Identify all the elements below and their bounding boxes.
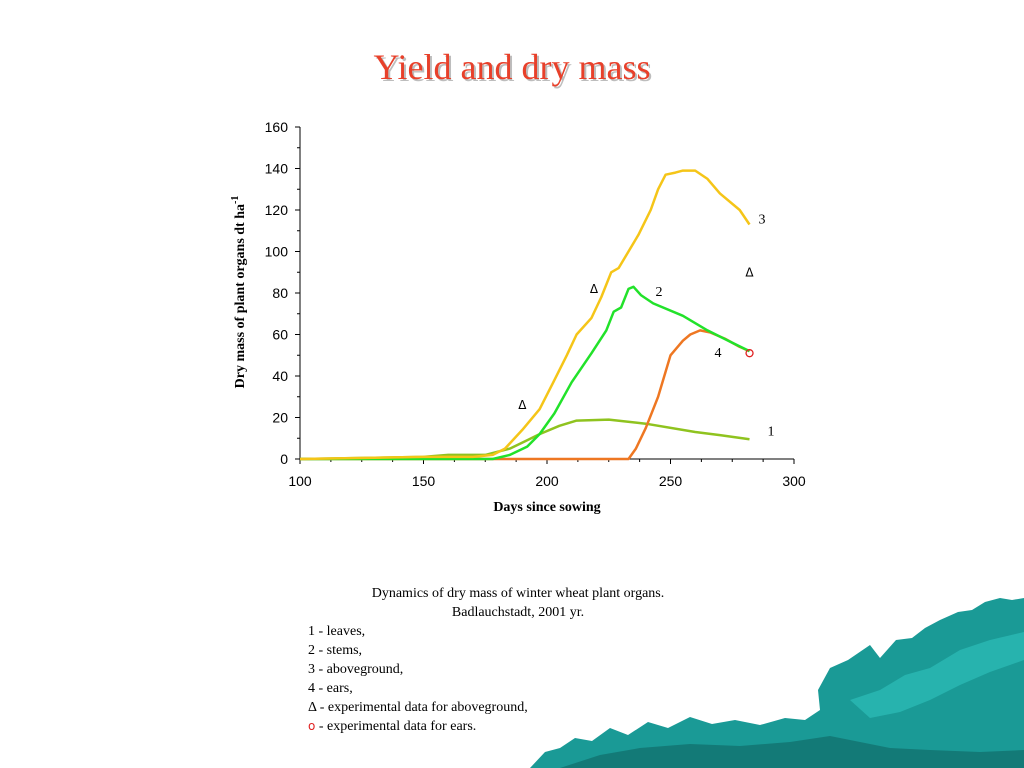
- chart-series-labels: 1 2 3 4: [656, 213, 775, 440]
- x-axis-title: Days since sowing: [493, 500, 600, 515]
- chart-caption: Dynamics of dry mass of winter wheat pla…: [308, 584, 728, 736]
- caption-item-experimental-aboveground: Δ - experimental data for aboveground,: [308, 698, 728, 717]
- series-label-1: 1: [768, 424, 775, 439]
- chart-series: [299, 169, 751, 461]
- caption-title-line-1: Dynamics of dry mass of winter wheat pla…: [371, 586, 665, 601]
- iceberg-shape: [530, 598, 1024, 768]
- triangle-marker-icon: Δ: [308, 700, 317, 715]
- slide-title: Yield and dry mass: [373, 47, 651, 87]
- iceberg-shadow: [560, 736, 1024, 768]
- series-label-4: 4: [715, 346, 722, 361]
- caption-ring-text: - experimental data for ears.: [315, 719, 477, 734]
- y-tick-label: 0: [280, 451, 288, 467]
- iceberg-highlight: [850, 632, 1024, 718]
- caption-item-experimental-ears: o - experimental data for ears.: [308, 717, 728, 736]
- caption-item-aboveground: 3 - aboveground,: [308, 662, 404, 677]
- experimental-aboveground-marker: Δ: [518, 398, 527, 412]
- y-tick-label: 140: [265, 161, 289, 177]
- x-tick-label: 150: [412, 473, 436, 489]
- y-tick-label: 100: [265, 244, 289, 260]
- experimental-aboveground-marker: Δ: [590, 282, 599, 296]
- experimental-aboveground-marker: Δ: [745, 265, 754, 279]
- series-line-2: [300, 285, 751, 461]
- y-tick-label: 60: [272, 327, 288, 343]
- caption-item-leaves: 1 - leaves,: [308, 624, 366, 639]
- experimental-ears-marker: [745, 349, 754, 358]
- x-tick-label: 200: [535, 473, 559, 489]
- series-label-2: 2: [656, 285, 663, 300]
- y-tick-label: 40: [272, 368, 288, 384]
- series-label-3: 3: [759, 213, 766, 228]
- caption-title-line-2: Badlauchstadt, 2001 yr.: [451, 605, 585, 620]
- x-tick-label: 100: [288, 473, 312, 489]
- chart-markers: Δ Δ Δ: [518, 265, 754, 412]
- series-line-3: [299, 169, 751, 461]
- y-axis-title: Dry mass of plant organs dt ha-1: [230, 196, 248, 389]
- x-tick-label: 300: [782, 473, 806, 489]
- series-line-1: [299, 418, 750, 461]
- y-tick-label: 80: [272, 285, 288, 301]
- y-tick-label: 120: [265, 202, 289, 218]
- caption-item-ears: 4 - ears,: [308, 681, 353, 696]
- x-tick-label: 250: [659, 473, 683, 489]
- y-tick-label: 20: [272, 410, 288, 426]
- caption-triangle-text: - experimental data for aboveground,: [316, 700, 528, 715]
- y-tick-label: 160: [265, 119, 289, 135]
- caption-item-stems: 2 - stems,: [308, 643, 363, 658]
- ring-marker-icon: o: [308, 719, 316, 733]
